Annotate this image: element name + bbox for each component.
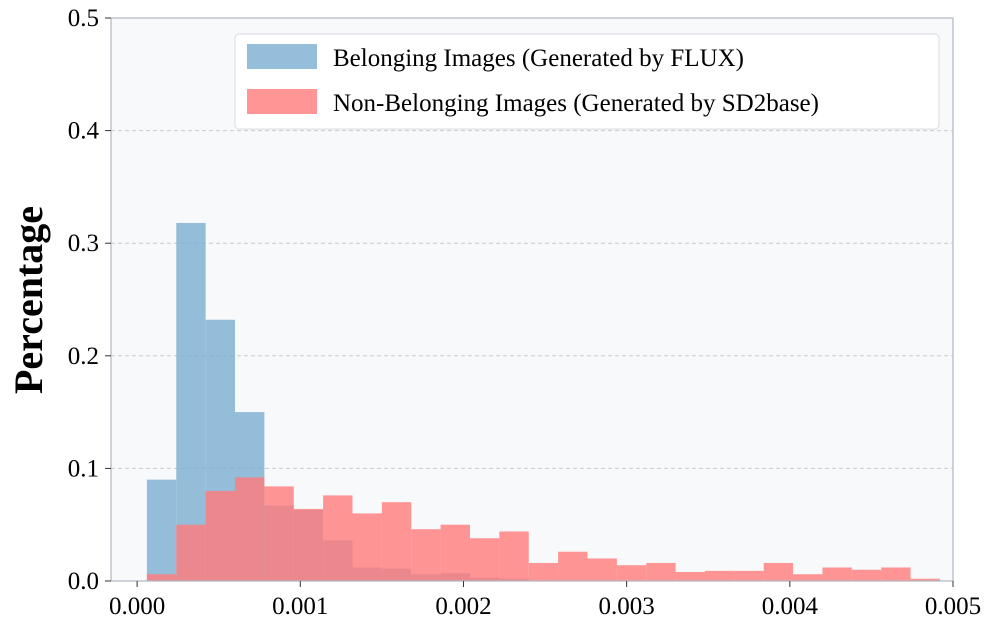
legend-box [234, 33, 940, 130]
bar-nonbelonging [734, 570, 764, 581]
x-tick-label: 0.004 [762, 593, 819, 620]
bar-nonbelonging [235, 477, 265, 581]
x-tick-label: 0.002 [435, 593, 491, 620]
bar-nonbelonging [881, 567, 911, 581]
axes [105, 17, 954, 587]
y-axis-label: Percentage [6, 206, 51, 394]
x-tick-labels: 0.000 0.001 0.002 0.003 0.004 0.005 [109, 593, 981, 620]
bar-nonbelonging [293, 508, 324, 581]
legend: Belonging Images (Generated by FLUX) Non… [234, 33, 940, 130]
bar-nonbelonging [822, 567, 852, 581]
bar-nonbelonging [558, 551, 588, 581]
y-tick-label: 0.2 [68, 343, 99, 370]
y-tick-label: 0.3 [68, 230, 99, 257]
legend-label-belonging: Belonging Images (Generated by FLUX) [333, 45, 744, 72]
y-tick-label: 0.0 [68, 568, 99, 595]
bar-nonbelonging [440, 524, 470, 581]
x-tick-label: 0.000 [109, 593, 165, 620]
legend-swatch-belonging [247, 44, 317, 69]
bar-nonbelonging [352, 513, 382, 581]
bar-nonbelonging [704, 570, 735, 581]
y-tick-label: 0.5 [68, 5, 99, 32]
plot-frame [110, 17, 954, 582]
x-tick-label: 0.003 [599, 593, 655, 620]
bar-nonbelonging [176, 524, 206, 581]
bar-nonbelonging [323, 495, 353, 581]
bar-nonbelonging [616, 565, 647, 581]
legend-label-nonbelonging: Non-Belonging Images (Generated by SD2ba… [333, 90, 819, 117]
legend-swatch-nonbelonging [247, 89, 317, 114]
bar-nonbelonging [499, 531, 529, 581]
bar-nonbelonging [469, 538, 500, 581]
series-nonbelonging-bars [146, 477, 940, 581]
y-tick-label: 0.1 [68, 455, 99, 482]
y-tick-label: 0.4 [68, 118, 100, 145]
bar-nonbelonging [528, 562, 559, 581]
bar-nonbelonging [793, 574, 823, 581]
bar-nonbelonging [763, 562, 794, 581]
bar-belonging [176, 222, 206, 581]
y-tick-labels: 0.0 0.1 0.2 0.3 0.4 0.5 [68, 5, 100, 595]
bar-nonbelonging [910, 578, 940, 581]
bar-nonbelonging [264, 486, 294, 581]
x-tick-label: 0.005 [925, 593, 981, 620]
bar-nonbelonging [587, 558, 617, 581]
bar-belonging [146, 479, 177, 581]
bar-nonbelonging [675, 571, 705, 581]
bar-nonbelonging [205, 490, 236, 581]
bar-nonbelonging [646, 562, 676, 581]
bar-nonbelonging [146, 574, 177, 581]
bar-nonbelonging [851, 569, 882, 581]
bar-nonbelonging [381, 502, 412, 581]
x-tick-label: 0.001 [272, 593, 328, 620]
bar-nonbelonging [411, 529, 441, 581]
